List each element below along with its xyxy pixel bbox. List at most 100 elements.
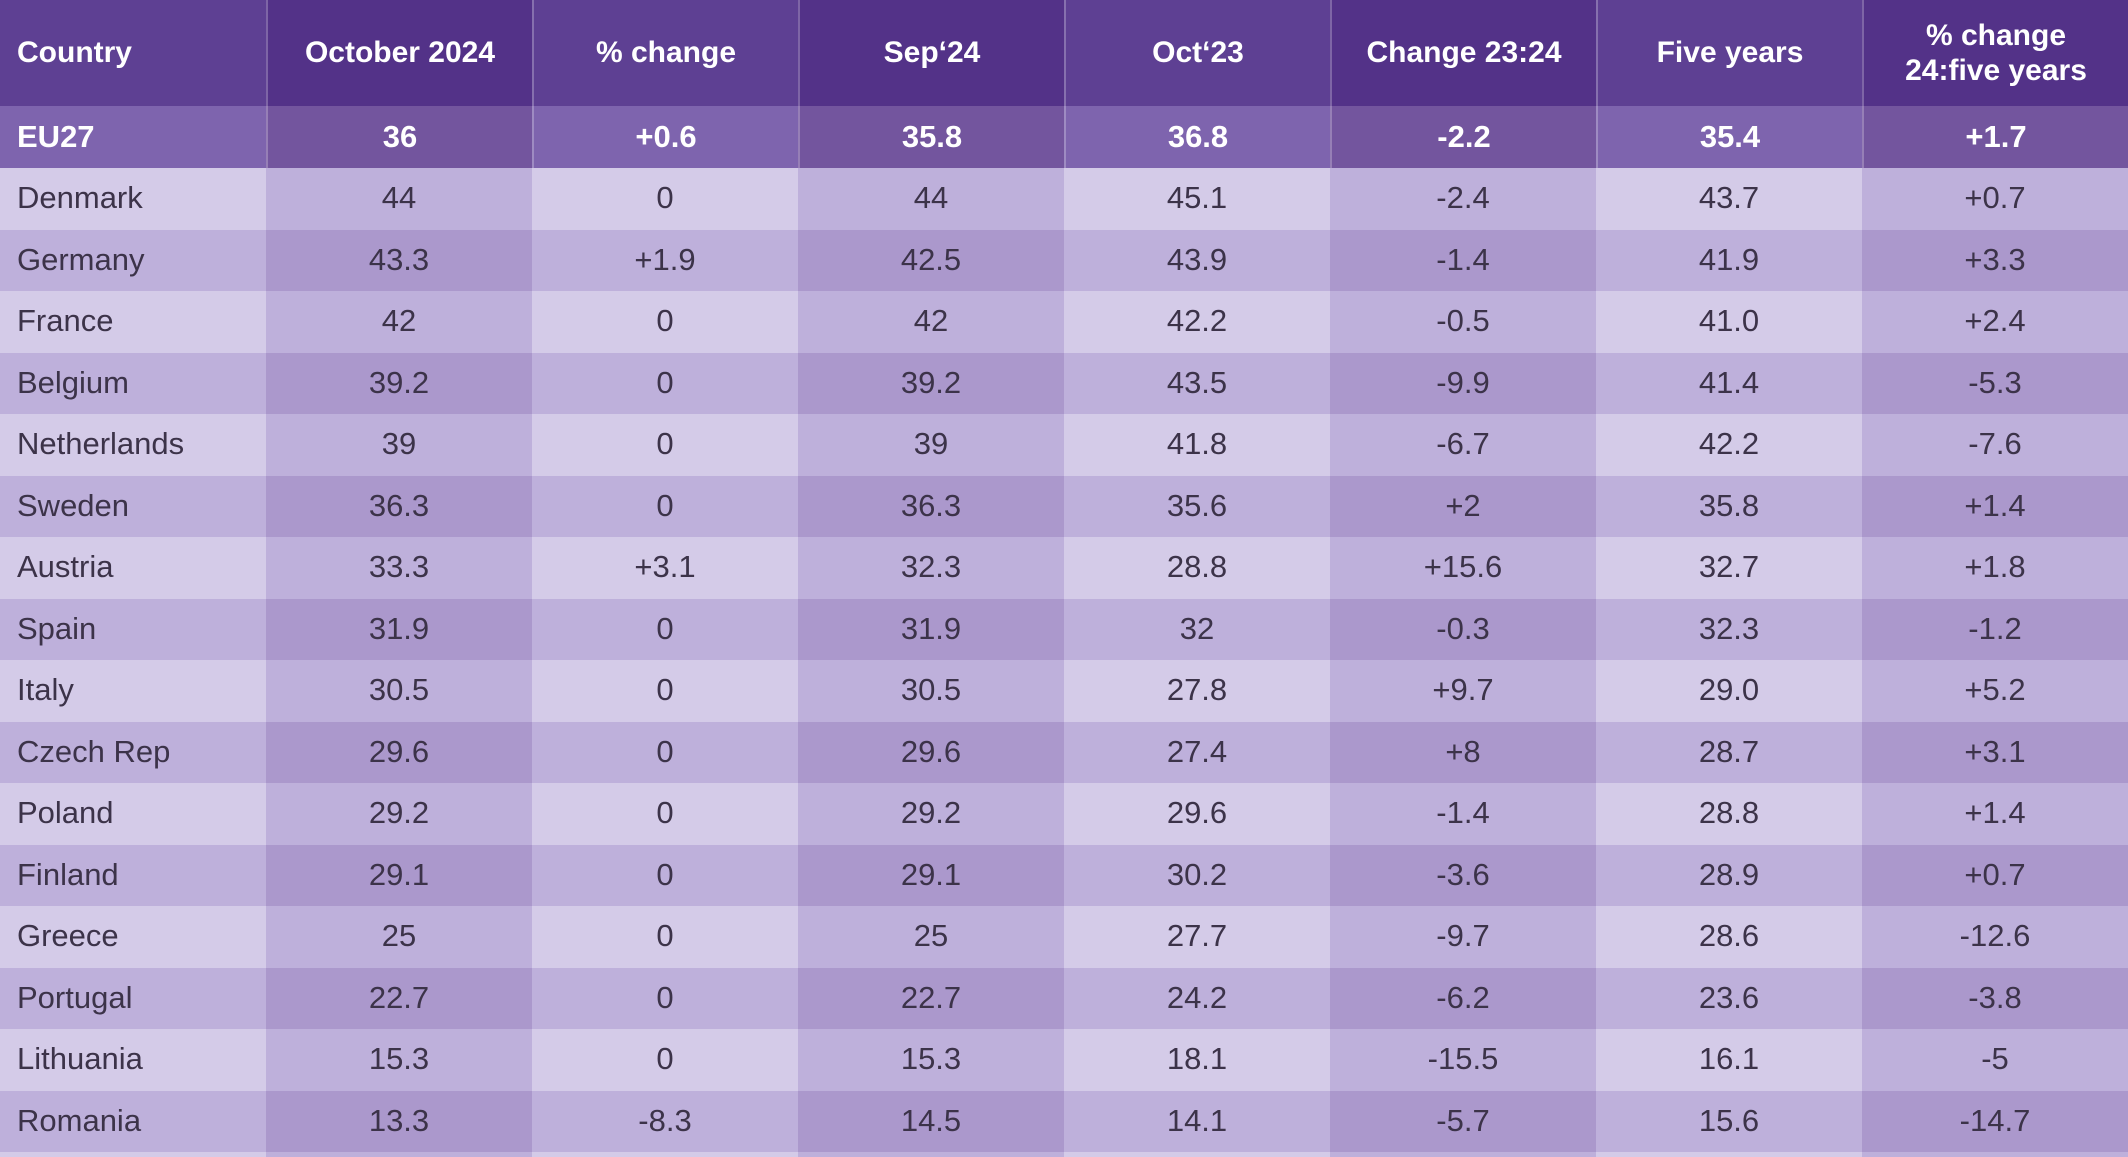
- value-cell: 28.8: [1064, 537, 1330, 599]
- country-cell: Netherlands: [0, 414, 266, 476]
- value-cell: 18.1: [1064, 1029, 1330, 1091]
- value-cell: 0: [532, 721, 798, 783]
- value-cell: 0: [532, 291, 798, 353]
- country-cell: Belgium: [0, 352, 266, 414]
- country-cell: Spain: [0, 598, 266, 660]
- partial-row-cell: [798, 1152, 1064, 1157]
- value-cell: -9.9: [1330, 352, 1596, 414]
- value-cell: 35.6: [1064, 475, 1330, 537]
- value-cell: -3.8: [1862, 967, 2128, 1029]
- value-cell: 14.5: [798, 1090, 1064, 1152]
- value-cell: 45.1: [1064, 168, 1330, 230]
- value-cell: +0.7: [1862, 844, 2128, 906]
- value-cell: -15.5: [1330, 1029, 1596, 1091]
- value-cell: 39: [798, 414, 1064, 476]
- value-cell: 28.6: [1596, 906, 1862, 968]
- summary-value-cell: +0.6: [532, 106, 798, 168]
- value-cell: -1.4: [1330, 229, 1596, 291]
- partial-row-cell: [1862, 1152, 2128, 1157]
- value-cell: 29.6: [798, 721, 1064, 783]
- table-row: Austria 33.3 +3.1 32.3 28.8 +15.6 32.7 +1.8: [0, 537, 2128, 599]
- header-cell: October 2024: [266, 0, 532, 106]
- value-cell: 28.8: [1596, 783, 1862, 845]
- value-cell: 42: [798, 291, 1064, 353]
- value-cell: 39.2: [798, 352, 1064, 414]
- partial-row-cell: [532, 1152, 798, 1157]
- value-cell: 35.8: [1596, 475, 1862, 537]
- value-cell: 0: [532, 906, 798, 968]
- value-cell: 27.7: [1064, 906, 1330, 968]
- value-cell: +9.7: [1330, 660, 1596, 722]
- value-cell: 15.3: [266, 1029, 532, 1091]
- value-cell: -5: [1862, 1029, 2128, 1091]
- value-cell: 0: [532, 660, 798, 722]
- value-cell: 29.2: [266, 783, 532, 845]
- table-row: Poland 29.2 0 29.2 29.6 -1.4 28.8 +1.4: [0, 783, 2128, 845]
- value-cell: 41.8: [1064, 414, 1330, 476]
- country-cell: Sweden: [0, 475, 266, 537]
- table-row: Romania 13.3 -8.3 14.5 14.1 -5.7 15.6 -14.7: [0, 1090, 2128, 1152]
- value-cell: -5.7: [1330, 1090, 1596, 1152]
- country-cell: Czech Rep: [0, 721, 266, 783]
- value-cell: 25: [266, 906, 532, 968]
- value-cell: -1.2: [1862, 598, 2128, 660]
- table-row: Spain 31.9 0 31.9 32 -0.3 32.3 -1.2: [0, 598, 2128, 660]
- country-cell: Romania: [0, 1090, 266, 1152]
- value-cell: 42.5: [798, 229, 1064, 291]
- country-cell: Poland: [0, 783, 266, 845]
- value-cell: 0: [532, 844, 798, 906]
- value-cell: -6.7: [1330, 414, 1596, 476]
- partial-row-cell: [266, 1152, 532, 1157]
- value-cell: +1.8: [1862, 537, 2128, 599]
- value-cell: 43.7: [1596, 168, 1862, 230]
- table-row: Germany 43.3 +1.9 42.5 43.9 -1.4 41.9 +3.3: [0, 229, 2128, 291]
- value-cell: 15.3: [798, 1029, 1064, 1091]
- country-cell: Italy: [0, 660, 266, 722]
- value-cell: +2.4: [1862, 291, 2128, 353]
- value-cell: +8: [1330, 721, 1596, 783]
- value-cell: -8.3: [532, 1090, 798, 1152]
- header-cell: Oct‘23: [1064, 0, 1330, 106]
- country-cell: France: [0, 291, 266, 353]
- table-row: Netherlands 39 0 39 41.8 -6.7 42.2 -7.6: [0, 414, 2128, 476]
- value-cell: 39.2: [266, 352, 532, 414]
- value-cell: 0: [532, 1029, 798, 1091]
- table-row: Portugal 22.7 0 22.7 24.2 -6.2 23.6 -3.8: [0, 967, 2128, 1029]
- value-cell: 23.6: [1596, 967, 1862, 1029]
- table-row: Italy 30.5 0 30.5 27.8 +9.7 29.0 +5.2: [0, 660, 2128, 722]
- value-cell: 30.5: [266, 660, 532, 722]
- value-cell: -9.7: [1330, 906, 1596, 968]
- value-cell: +1.4: [1862, 783, 2128, 845]
- value-cell: 44: [266, 168, 532, 230]
- header-row: Country October 2024% change Sep‘24 Oct‘23 C…: [0, 0, 2128, 106]
- value-cell: -14.7: [1862, 1090, 2128, 1152]
- value-cell: 30.5: [798, 660, 1064, 722]
- value-cell: 0: [532, 598, 798, 660]
- value-cell: +1.9: [532, 229, 798, 291]
- value-cell: +0.7: [1862, 168, 2128, 230]
- country-cell: Greece: [0, 906, 266, 968]
- value-cell: 32.3: [798, 537, 1064, 599]
- value-cell: +3.3: [1862, 229, 2128, 291]
- value-cell: 29.1: [266, 844, 532, 906]
- table-row: France 42 0 42 42.2 -0.5 41.0 +2.4: [0, 291, 2128, 353]
- value-cell: -5.3: [1862, 352, 2128, 414]
- table-row: Denmark 44 0 44 45.1 -2.4 43.7 +0.7: [0, 168, 2128, 230]
- value-cell: 29.6: [1064, 783, 1330, 845]
- value-cell: 33.3: [266, 537, 532, 599]
- table-row: Finland 29.1 0 29.1 30.2 -3.6 28.9 +0.7: [0, 844, 2128, 906]
- value-cell: 14.1: [1064, 1090, 1330, 1152]
- country-cell: Portugal: [0, 967, 266, 1029]
- value-cell: 43.9: [1064, 229, 1330, 291]
- value-cell: 27.8: [1064, 660, 1330, 722]
- header-cell: % change: [532, 0, 798, 106]
- value-cell: 16.1: [1596, 1029, 1862, 1091]
- summary-value-cell: +1.7: [1862, 106, 2128, 168]
- country-cell: Denmark: [0, 168, 266, 230]
- value-cell: 31.9: [266, 598, 532, 660]
- partial-row-cell: [1596, 1152, 1862, 1157]
- table-row: Belgium 39.2 0 39.2 43.5 -9.9 41.4 -5.3: [0, 352, 2128, 414]
- value-cell: -1.4: [1330, 783, 1596, 845]
- value-cell: 32.3: [1596, 598, 1862, 660]
- value-cell: 0: [532, 475, 798, 537]
